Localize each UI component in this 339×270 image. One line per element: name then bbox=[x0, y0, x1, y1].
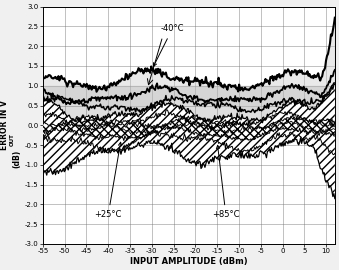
Text: ERROR IN V: ERROR IN V bbox=[0, 100, 9, 150]
Bar bbox=[43, 86, 335, 125]
Text: -40°C: -40°C bbox=[154, 25, 184, 66]
Text: (dB): (dB) bbox=[12, 149, 21, 168]
Text: +25°C: +25°C bbox=[95, 142, 122, 219]
Text: +85°C: +85°C bbox=[212, 145, 240, 219]
Text: OUT: OUT bbox=[9, 133, 15, 146]
X-axis label: INPUT AMPLITUDE (dBm): INPUT AMPLITUDE (dBm) bbox=[130, 257, 248, 266]
